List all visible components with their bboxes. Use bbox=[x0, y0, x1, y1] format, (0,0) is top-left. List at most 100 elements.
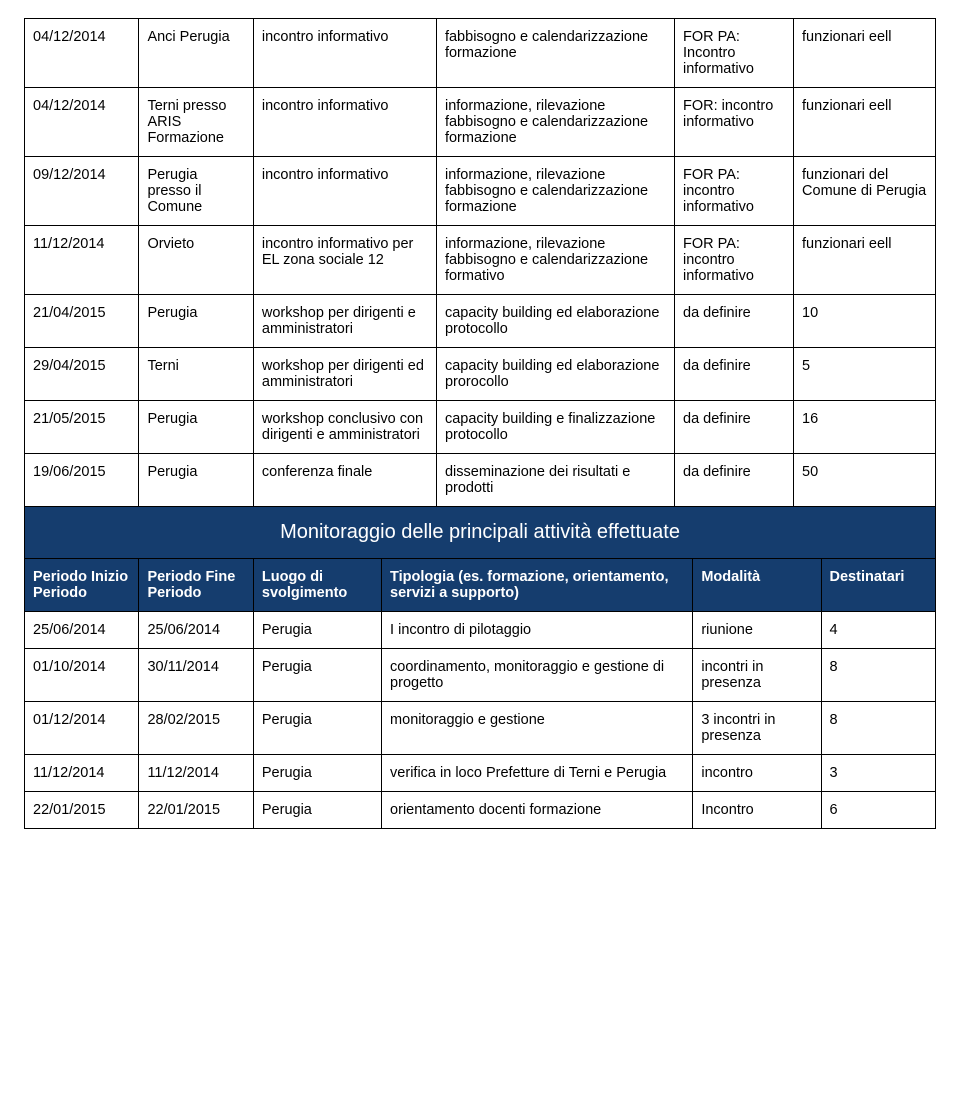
table-cell: verifica in loco Prefetture di Terni e P… bbox=[382, 755, 693, 792]
table-cell: 25/06/2014 bbox=[25, 612, 139, 649]
table-row: 04/12/2014Anci Perugiaincontro informati… bbox=[25, 19, 936, 88]
table-cell: Incontro bbox=[693, 792, 821, 829]
section-banner-text: Monitoraggio delle principali attività e… bbox=[280, 521, 680, 543]
col-periodo-fine: Periodo Fine Periodo bbox=[139, 559, 253, 612]
table-cell: FOR PA: incontro informativo bbox=[675, 226, 794, 295]
table-cell: informazione, rilevazione fabbisogno e c… bbox=[436, 88, 674, 157]
table-cell: informazione, rilevazione fabbisogno e c… bbox=[436, 226, 674, 295]
table-cell: workshop conclusivo con dirigenti e ammi… bbox=[253, 401, 436, 454]
table-row: 22/01/201522/01/2015Perugiaorientamento … bbox=[25, 792, 936, 829]
table-cell: Perugia bbox=[139, 295, 253, 348]
table-cell: 16 bbox=[794, 401, 936, 454]
table-cell: Perugia bbox=[253, 702, 381, 755]
table-cell: 01/10/2014 bbox=[25, 649, 139, 702]
table-cell: 09/12/2014 bbox=[25, 157, 139, 226]
table-cell: coordinamento, monitoraggio e gestione d… bbox=[382, 649, 693, 702]
table-row: 29/04/2015Terniworkshop per dirigenti ed… bbox=[25, 348, 936, 401]
table-cell: 8 bbox=[821, 702, 935, 755]
table-cell: incontro bbox=[693, 755, 821, 792]
table-cell: Perugia bbox=[253, 755, 381, 792]
table-cell: Perugia bbox=[139, 454, 253, 507]
table-cell: 22/01/2015 bbox=[25, 792, 139, 829]
table-cell: funzionari eell bbox=[794, 226, 936, 295]
table-cell: informazione, rilevazione fabbisogno e c… bbox=[436, 157, 674, 226]
table-cell: 3 incontri in presenza bbox=[693, 702, 821, 755]
table-cell: 11/12/2014 bbox=[139, 755, 253, 792]
table-cell: funzionari eell bbox=[794, 88, 936, 157]
table-cell: Orvieto bbox=[139, 226, 253, 295]
table-cell: 5 bbox=[794, 348, 936, 401]
table-cell: capacity building e finalizzazione proto… bbox=[436, 401, 674, 454]
table-cell: da definire bbox=[675, 348, 794, 401]
table-cell: 6 bbox=[821, 792, 935, 829]
table-cell: orientamento docenti formazione bbox=[382, 792, 693, 829]
table-cell: Terni bbox=[139, 348, 253, 401]
table-cell: Terni presso ARIS Formazione bbox=[139, 88, 253, 157]
table-cell: 50 bbox=[794, 454, 936, 507]
table-row: 21/04/2015Perugiaworkshop per dirigenti … bbox=[25, 295, 936, 348]
table-cell: 04/12/2014 bbox=[25, 19, 139, 88]
table-row: 11/12/201411/12/2014Perugiaverifica in l… bbox=[25, 755, 936, 792]
table-cell: 11/12/2014 bbox=[25, 755, 139, 792]
table-cell: 3 bbox=[821, 755, 935, 792]
table-cell: FOR: incontro informativo bbox=[675, 88, 794, 157]
table-cell: Perugia bbox=[253, 649, 381, 702]
table-cell: 4 bbox=[821, 612, 935, 649]
table-cell: incontro informativo per EL zona sociale… bbox=[253, 226, 436, 295]
col-modalita: Modalità bbox=[693, 559, 821, 612]
table-cell: incontri in presenza bbox=[693, 649, 821, 702]
table-cell: capacity building ed elaborazione proroc… bbox=[436, 348, 674, 401]
table-cell: FOR PA: Incontro informativo bbox=[675, 19, 794, 88]
table-cell: 21/05/2015 bbox=[25, 401, 139, 454]
table-cell: 8 bbox=[821, 649, 935, 702]
col-luogo: Luogo di svolgimento bbox=[253, 559, 381, 612]
table-cell: Perugia bbox=[253, 792, 381, 829]
table-row: 19/06/2015Perugiaconferenza finaledissem… bbox=[25, 454, 936, 507]
table-cell: Perugia bbox=[139, 401, 253, 454]
table-cell: funzionari del Comune di Perugia bbox=[794, 157, 936, 226]
table-cell: da definire bbox=[675, 295, 794, 348]
col-tipologia: Tipologia (es. formazione, orientamento,… bbox=[382, 559, 693, 612]
table-cell: 25/06/2014 bbox=[139, 612, 253, 649]
table-cell: funzionari eell bbox=[794, 19, 936, 88]
section-banner: Monitoraggio delle principali attività e… bbox=[24, 506, 936, 559]
table-cell: workshop per dirigenti e amministratori bbox=[253, 295, 436, 348]
table-cell: FOR PA: incontro informativo bbox=[675, 157, 794, 226]
table-cell: Anci Perugia bbox=[139, 19, 253, 88]
table-cell: 29/04/2015 bbox=[25, 348, 139, 401]
table-cell: conferenza finale bbox=[253, 454, 436, 507]
table-cell: riunione bbox=[693, 612, 821, 649]
table-cell: incontro informativo bbox=[253, 157, 436, 226]
table-cell: fabbisogno e calendarizzazione formazion… bbox=[436, 19, 674, 88]
table-cell: 01/12/2014 bbox=[25, 702, 139, 755]
table-row: 01/12/201428/02/2015Perugiamonitoraggio … bbox=[25, 702, 936, 755]
table-cell: 22/01/2015 bbox=[139, 792, 253, 829]
col-destinatari: Destinatari bbox=[821, 559, 935, 612]
table-cell: 10 bbox=[794, 295, 936, 348]
table-cell: 04/12/2014 bbox=[25, 88, 139, 157]
table-cell: 30/11/2014 bbox=[139, 649, 253, 702]
table-cell: workshop per dirigenti ed amministratori bbox=[253, 348, 436, 401]
table-cell: 11/12/2014 bbox=[25, 226, 139, 295]
table-row: 21/05/2015Perugiaworkshop conclusivo con… bbox=[25, 401, 936, 454]
table-row: 01/10/201430/11/2014Perugiacoordinamento… bbox=[25, 649, 936, 702]
table-cell: I incontro di pilotaggio bbox=[382, 612, 693, 649]
table-row: 09/12/2014Perugia presso il Comuneincont… bbox=[25, 157, 936, 226]
table-cell: Perugia presso il Comune bbox=[139, 157, 253, 226]
table-row: 11/12/2014Orvietoincontro informativo pe… bbox=[25, 226, 936, 295]
table-row: 04/12/2014Terni presso ARIS Formazionein… bbox=[25, 88, 936, 157]
table-cell: incontro informativo bbox=[253, 19, 436, 88]
col-periodo-inizio: Periodo Inizio Periodo bbox=[25, 559, 139, 612]
table-cell: 21/04/2015 bbox=[25, 295, 139, 348]
table-cell: incontro informativo bbox=[253, 88, 436, 157]
table-cell: capacity building ed elaborazione protoc… bbox=[436, 295, 674, 348]
table-cell: disseminazione dei risultati e prodotti bbox=[436, 454, 674, 507]
table-cell: 19/06/2015 bbox=[25, 454, 139, 507]
table-cell: monitoraggio e gestione bbox=[382, 702, 693, 755]
table-cell: da definire bbox=[675, 401, 794, 454]
table-row: 25/06/201425/06/2014PerugiaI incontro di… bbox=[25, 612, 936, 649]
table-header-row: Periodo Inizio Periodo Periodo Fine Peri… bbox=[25, 559, 936, 612]
table-cell: da definire bbox=[675, 454, 794, 507]
activities-table-1: 04/12/2014Anci Perugiaincontro informati… bbox=[24, 18, 936, 507]
table-cell: Perugia bbox=[253, 612, 381, 649]
